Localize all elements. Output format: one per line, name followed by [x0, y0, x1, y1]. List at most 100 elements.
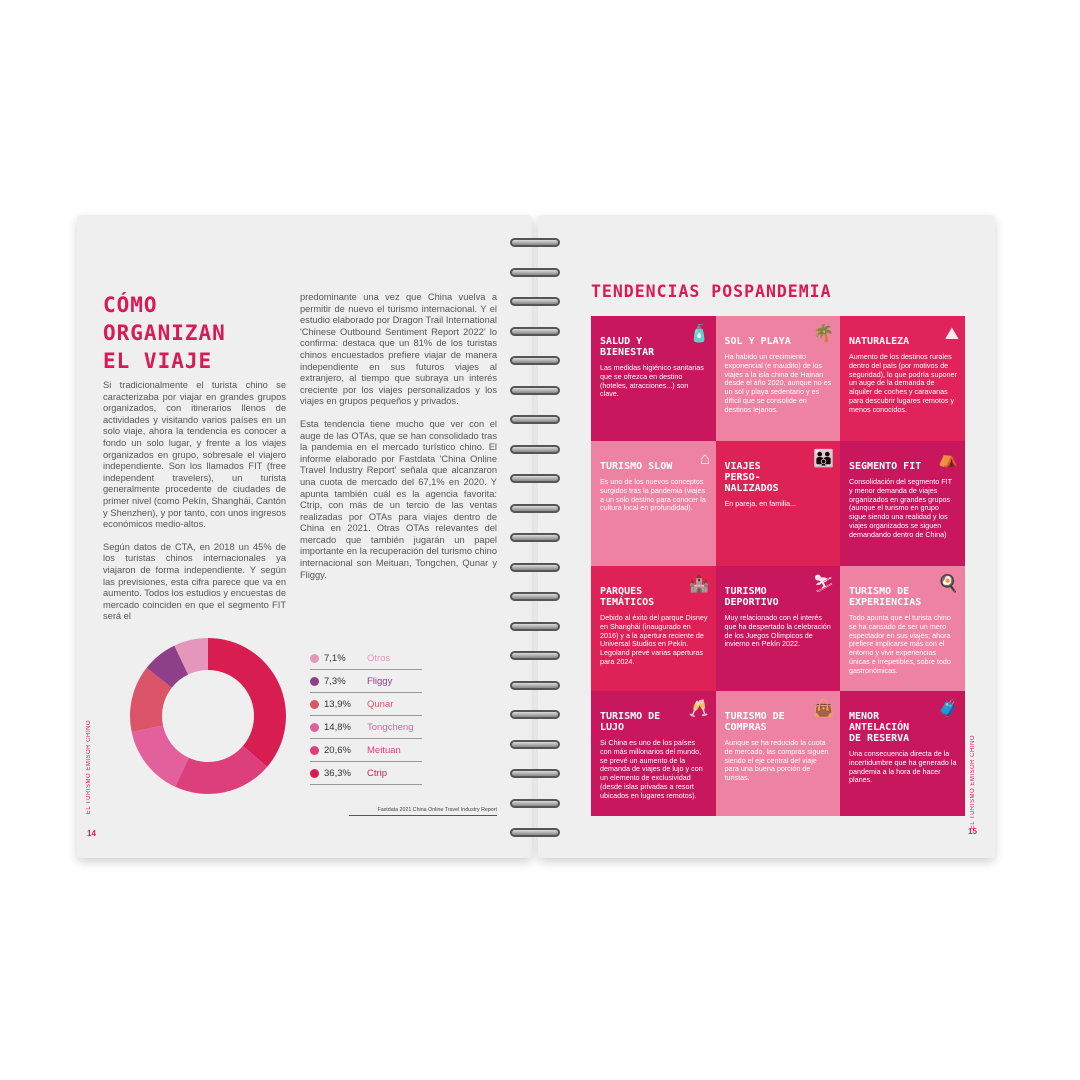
- spiral-ring: [510, 592, 560, 601]
- card-title: Parques temáticos: [600, 586, 655, 608]
- legend-swatch: [310, 653, 319, 663]
- trend-card: 🧳 Menor antelación de reserva Una consecue…: [840, 691, 965, 816]
- legend-value: 14,8%: [324, 721, 351, 733]
- card-text: Es uno de los nuevos conceptos surgidos …: [600, 477, 706, 513]
- card-text: Si China es uno de los países con más mi…: [600, 738, 703, 800]
- card-text: Muy relacionado con el interés que ha de…: [724, 613, 831, 649]
- card-title: Menor antelación de reserva: [849, 711, 910, 744]
- legend-swatch: [310, 768, 319, 778]
- donut-slice-tongcheng: [131, 725, 189, 787]
- card-text: Todo apunta que el turista chino se ha c…: [849, 613, 951, 675]
- trend-card: ⌂ Turismo slow Es uno de los nuevos concep…: [591, 441, 716, 566]
- donut-slice-ctrip: [208, 638, 286, 767]
- legend-label: Qunar: [367, 698, 394, 710]
- card-text: Debido al éxito del parque Disney en Sha…: [600, 613, 708, 666]
- tent-icon: ⛺: [937, 449, 959, 468]
- paragraph: Esta tendencia tiene mucho que ver con e…: [300, 418, 497, 580]
- card-title: Turismo slow: [600, 461, 673, 472]
- trend-card: ⛺ Segmento FIT Consolidación del segmento …: [840, 441, 965, 566]
- page-number: 14: [87, 829, 96, 838]
- card-text: Las medidas higiénico sanitarias que se …: [600, 363, 704, 399]
- trend-card: 🌴 Sol y playa Ha habido un crecimiento exp…: [715, 316, 841, 441]
- castle-icon: 🏰: [688, 574, 710, 593]
- spiral-ring: [510, 297, 560, 306]
- spiral-ring: [510, 503, 560, 513]
- spiral-ring: [510, 356, 560, 365]
- spiral-ring: [510, 710, 560, 719]
- skier-icon: ⛷: [812, 574, 835, 593]
- card-title: Turismo de experiencias: [849, 586, 922, 608]
- donut-slice-fliggy: [146, 645, 189, 688]
- card-text: En pareja, en familia...: [724, 499, 797, 508]
- card-title: Segmento FIT: [849, 461, 922, 472]
- legend-swatch: [310, 745, 319, 755]
- spiral-ring: [510, 769, 560, 778]
- shopping-bag-icon: 👜: [813, 699, 835, 718]
- donut-slice-qunar: [130, 667, 172, 733]
- spiral-ring: [510, 562, 560, 572]
- page-title: TENDENCIAS POSPANDEMIA: [591, 282, 832, 301]
- family-icon: 👪: [813, 449, 835, 468]
- title-line: ORGANIZAN: [103, 321, 226, 345]
- legend-label: Fliggy: [367, 675, 393, 687]
- donut-slice-meituan: [175, 745, 268, 794]
- legend-swatch: [310, 699, 319, 709]
- legend-item: 7,3% Fliggy: [310, 670, 422, 693]
- spiral-ring: [510, 828, 560, 837]
- title-line: CÓMO: [103, 293, 158, 317]
- card-title: Turismo de lujo: [600, 711, 661, 733]
- trend-card: 🏰 Parques temáticos Debido al éxito del pa…: [591, 566, 716, 691]
- card-text: Ha habido un crecimiento exponencial (e …: [724, 352, 832, 414]
- traveler-icon: 🧳: [937, 699, 959, 718]
- legend-value: 7,3%: [324, 675, 346, 687]
- trend-card: 🧴 Salud y bienestar Las medidas higiénico …: [591, 316, 716, 441]
- card-text: Aunque se ha reducido la cuota de mercad…: [724, 738, 829, 783]
- spiral-ring: [510, 621, 560, 631]
- legend-value: 20,6%: [324, 744, 351, 756]
- spiral-ring: [510, 651, 560, 660]
- page-title: CÓMO ORGANIZAN EL VIAJE: [103, 291, 226, 375]
- legend-item: 20,6% Meituan: [310, 739, 422, 762]
- legend-label: Ctrip: [367, 767, 388, 779]
- legend-value: 13,9%: [324, 698, 351, 710]
- sanitizer-icon: 🧴: [688, 324, 710, 343]
- legend-item: 36,3% Ctrip: [310, 762, 422, 785]
- paragraph: Si tradicionalmente el turista chino se …: [103, 380, 286, 530]
- card-text: Aumento de los destinos rurales dentro d…: [849, 352, 957, 414]
- body-column-2: predominante una vez que China vuelva a …: [300, 292, 497, 592]
- legend-label: Meituan: [367, 744, 401, 756]
- spiral-ring: [510, 238, 560, 247]
- spiral-ring: [510, 739, 560, 749]
- card-text: Consolidación del segmento FIT y menor d…: [849, 477, 952, 539]
- left-page: CÓMO ORGANIZAN EL VIAJE Si tradicionalme…: [77, 215, 532, 858]
- spiral-ring: [510, 415, 560, 424]
- legend-value: 36,3%: [324, 767, 351, 779]
- spiral-ring: [510, 533, 560, 542]
- legend-swatch: [310, 676, 319, 686]
- body-column-1: Si tradicionalmente el turista chino se …: [103, 380, 286, 634]
- donut-slice-otros: [174, 638, 208, 675]
- legend-label: Otros: [367, 652, 391, 664]
- legend-item: 13,9% Qunar: [310, 693, 422, 716]
- paragraph: Según datos de CTA, en 2018 un 45% de lo…: [103, 541, 286, 622]
- trend-card: 🥂 Turismo de lujo Si China es uno de los p…: [591, 691, 716, 816]
- page-number: 15: [968, 827, 977, 836]
- legend-item: 14,8% Tongcheng: [310, 716, 422, 739]
- trend-card: ⛷ Turismo deportivo Muy relacionado con el…: [715, 566, 841, 691]
- right-page: TENDENCIAS POSPANDEMIA 🧴 Salud y bienesta…: [538, 215, 995, 858]
- chart-source: Fastdata 2021 China Online Travel Indust…: [349, 807, 497, 816]
- spiral-ring: [510, 267, 560, 277]
- trend-card: ⛰ Naturaleza Aumento de los destinos rural…: [840, 316, 965, 441]
- legend-value: 7,1%: [324, 652, 346, 664]
- card-title: Sol y playa: [724, 336, 791, 347]
- side-label: EL TURISMO EMISOR CHINO: [86, 720, 92, 815]
- spiral-ring: [510, 444, 560, 454]
- card-title: Salud y bienestar: [600, 336, 655, 358]
- card-title: Turismo deportivo: [724, 586, 779, 608]
- spiral-ring: [510, 680, 560, 690]
- hiker-icon: ⛰: [944, 324, 959, 343]
- house-icon: ⌂: [699, 449, 710, 468]
- side-label: EL TURISMO EMISOR CHINO: [970, 735, 976, 830]
- paragraph: predominante una vez que China vuelva a …: [300, 292, 497, 407]
- card-title: Naturaleza: [849, 336, 910, 347]
